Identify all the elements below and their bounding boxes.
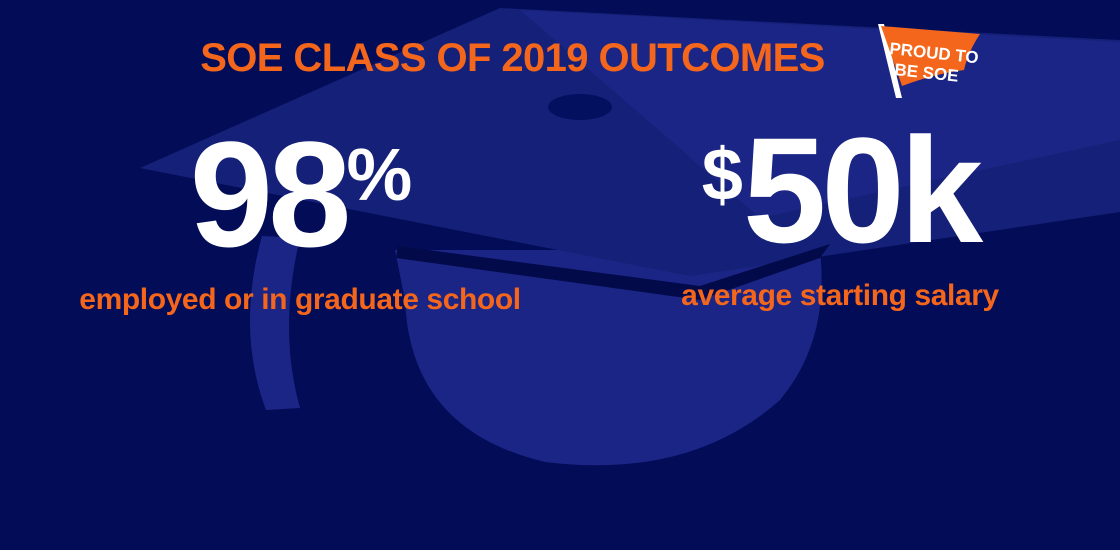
- flag-pole-icon: [878, 24, 902, 98]
- page-title: SOE CLASS OF 2019 OUTCOMES: [200, 36, 825, 80]
- cap-button: [548, 94, 612, 120]
- stat-employed-value: 98%: [60, 100, 540, 269]
- stat-salary-number: 50k: [742, 106, 983, 274]
- stat-employed: 98% employed or in graduate school: [60, 100, 540, 317]
- percent-symbol: %: [346, 133, 413, 216]
- dollar-symbol: $: [701, 133, 743, 216]
- stat-employed-number: 98: [189, 110, 352, 278]
- mortarboard-shadow-line: [396, 244, 830, 300]
- stat-employed-caption: employed or in graduate school: [79, 283, 521, 316]
- mortarboard-highlight: [520, 10, 1120, 218]
- stat-salary-value: $50k: [600, 100, 1080, 265]
- cap-tassel: [249, 236, 300, 410]
- flag-banner-icon: [881, 26, 980, 86]
- cap-head-shape: [395, 250, 822, 466]
- pennant-flag-logo: PROUD TO BE SOE: [878, 24, 980, 98]
- stat-salary-caption: average starting salary: [681, 279, 999, 312]
- stat-salary: $50k average starting salary: [600, 100, 1080, 313]
